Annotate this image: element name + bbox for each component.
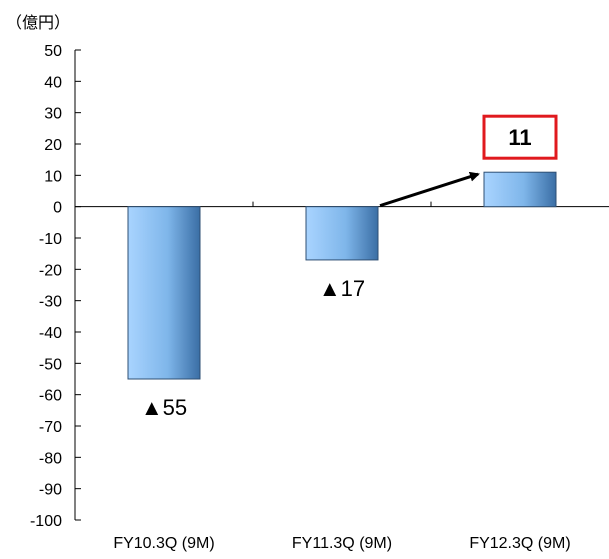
y-tick-label: -30 [39,294,62,311]
y-tick-label: 0 [53,200,62,217]
y-tick-label: 10 [44,168,62,185]
y-tick-label: -70 [39,419,62,436]
y-tick-label: -90 [39,482,62,499]
highlight-box [482,114,558,160]
bar [305,206,379,261]
y-tick-label: -40 [39,325,62,342]
bars-layer [127,171,557,380]
trend-arrow [379,171,480,208]
data-label: ▲55 [141,395,187,420]
bar [483,171,557,208]
x-tick-label: FY11.3Q (9M) [292,535,392,552]
y-tick-label: 40 [44,74,62,91]
y-unit-label: （億円） [6,14,70,32]
y-tick-label: -20 [39,262,62,279]
y-tick-label: 30 [44,106,62,123]
y-tick-label: 50 [44,43,62,60]
y-tick-label: 20 [44,137,62,154]
y-tick-label: -10 [39,231,62,248]
labels-layer: FY10.3Q (9M) ▲55 FY11.3Q (9M) ▲17 FY12.3Q (9… [113,114,571,552]
y-tick-label: -50 [39,356,62,373]
data-label: 11 [508,125,531,150]
y-tick-label: -80 [39,450,62,467]
y-tick-label: -60 [39,388,62,405]
data-label: ▲17 [319,276,365,301]
x-tick-label: FY12.3Q (9M) [469,535,570,552]
bar [127,206,201,380]
y-tick-label: -100 [30,513,62,530]
x-tick-label: FY10.3Q (9M) [113,535,214,552]
axes-layer: （億円） 50 40 30 20 10 0 -10 -20 -30 -40 -50 -60 -70 -80 -… [6,14,609,530]
